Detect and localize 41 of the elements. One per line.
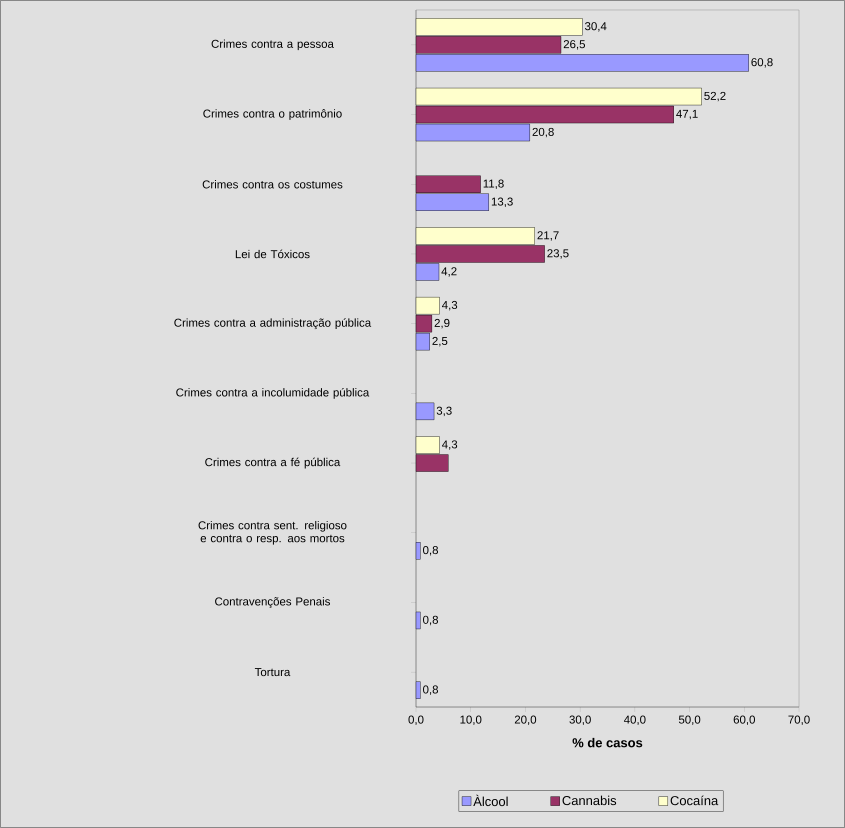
x-tick-label: 60,0 [734, 716, 755, 725]
x-tick-label: 30,0 [569, 716, 591, 725]
data-label: 30,4 [584, 22, 606, 32]
data-label: 0,8 [423, 685, 438, 695]
data-label: 60,8 [751, 58, 773, 68]
data-label: 0,8 [423, 616, 438, 626]
x-tick-label: 20,0 [514, 716, 536, 725]
x-tick-label: 10,0 [460, 716, 482, 725]
data-label: 52,2 [704, 92, 726, 102]
x-axis-title: % de casos [572, 738, 642, 748]
x-tick-label: 0,0 [408, 716, 424, 725]
data-label: 2,5 [432, 336, 448, 346]
data-label: 4,3 [442, 440, 458, 450]
x-tick-label: 50,0 [678, 716, 700, 725]
data-label: 0,8 [423, 546, 438, 556]
y-tick-label: Crimes contra a pessoa [212, 40, 334, 50]
data-label: 26,5 [564, 40, 586, 50]
y-tick-label: Tortura [254, 668, 290, 676]
legend-label: Cannabis [562, 796, 616, 806]
legend-label: Àlcool [473, 794, 508, 806]
data-label: 20,8 [532, 128, 554, 138]
x-tick-label: 70,0 [788, 716, 810, 725]
data-label: 4,3 [442, 300, 458, 310]
legend-label: Cocaína [670, 796, 718, 806]
data-label: 13,3 [492, 198, 513, 207]
data-label: 23,5 [547, 249, 569, 259]
data-label: 4,2 [441, 267, 457, 277]
y-tick-label: Crimes contra a fé pública [205, 458, 340, 468]
data-label: 11,8 [484, 180, 504, 189]
y-tick-label: Crimes contra o patrimônio [203, 109, 342, 120]
data-label: 47,1 [676, 110, 698, 120]
x-tick-label: 40,0 [624, 716, 646, 725]
data-label: 3,3 [436, 406, 452, 416]
y-tick-label: Crimes contra sent. religioso e contra o resp. aos mortos [198, 520, 346, 545]
y-tick-label: Crimes contra a incolumidade pública [176, 388, 370, 399]
data-label: 2,9 [434, 318, 450, 328]
y-tick-label: Crimes contra os costumes [202, 180, 342, 188]
y-tick-label: Lei de Tóxicos [236, 250, 310, 258]
data-label: 21,7 [538, 231, 559, 241]
y-tick-label: Contravenções Penais [215, 597, 330, 608]
y-tick-label: Crimes contra a administração pública [174, 318, 372, 330]
